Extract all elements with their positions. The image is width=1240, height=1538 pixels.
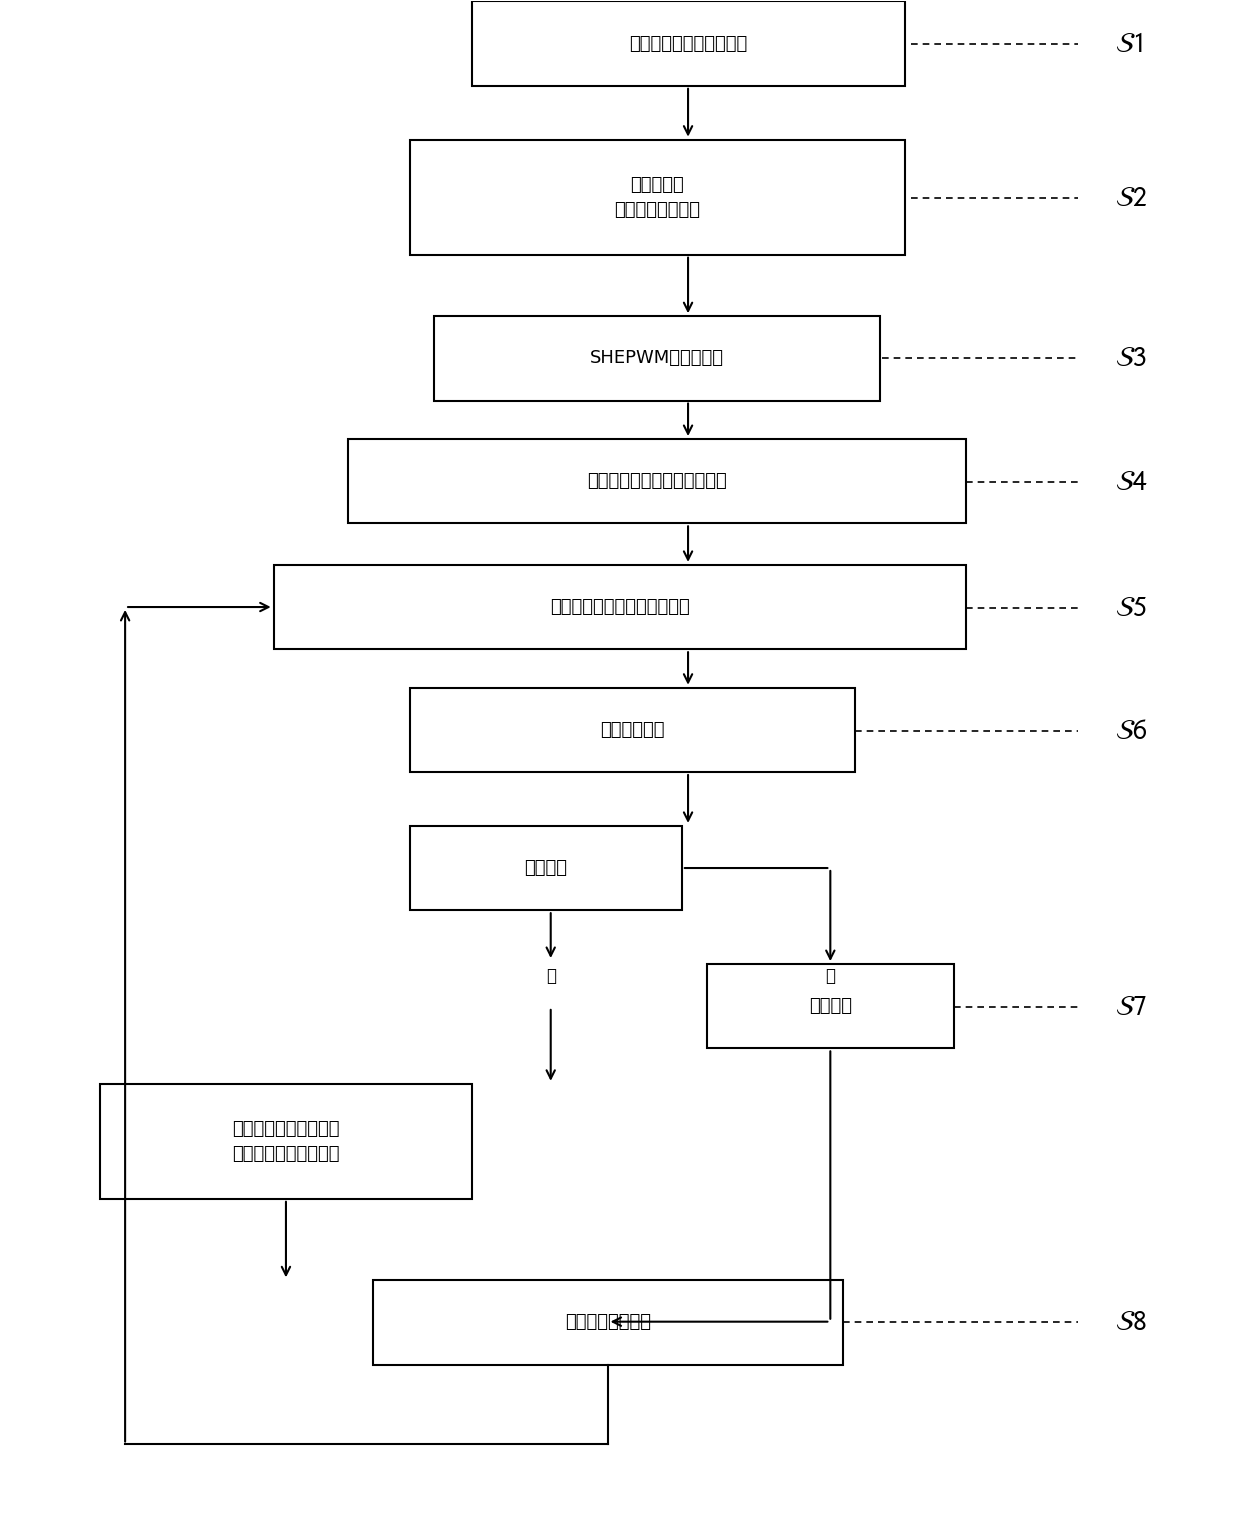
Text: SHEPWM输出矢量化: SHEPWM输出矢量化 [590, 349, 724, 368]
FancyBboxPatch shape [274, 564, 966, 649]
Text: $\mathcal{S8}$: $\mathcal{S8}$ [1115, 1307, 1147, 1335]
FancyBboxPatch shape [471, 2, 904, 86]
Text: 否: 否 [826, 967, 836, 986]
FancyBboxPatch shape [347, 438, 966, 523]
Text: $\mathcal{S1}$: $\mathcal{S1}$ [1115, 29, 1143, 57]
Text: 正小矢量: 正小矢量 [525, 860, 567, 877]
Text: 求解开关角
绘制三相输出波形: 求解开关角 绘制三相输出波形 [614, 175, 701, 218]
FancyBboxPatch shape [409, 140, 904, 255]
FancyBboxPatch shape [409, 687, 856, 772]
Text: $\mathcal{S6}$: $\mathcal{S6}$ [1115, 717, 1147, 744]
Text: 是: 是 [546, 967, 556, 986]
Text: 矢量类型判断: 矢量类型判断 [600, 721, 665, 738]
FancyBboxPatch shape [434, 317, 880, 400]
Text: 计算输出矢量变化和作用区间: 计算输出矢量变化和作用区间 [588, 472, 727, 491]
Text: 进入下一个时间段: 进入下一个时间段 [564, 1313, 651, 1332]
Text: 照常输出: 照常输出 [808, 997, 852, 1015]
Text: 确定开关角数量和调制度: 确定开关角数量和调制度 [629, 35, 748, 52]
Text: $\mathcal{S5}$: $\mathcal{S5}$ [1115, 594, 1147, 621]
Text: $\mathcal{S2}$: $\mathcal{S2}$ [1115, 185, 1147, 212]
Text: 切换为与该矢量同一位
置与之成对的负小矢量: 切换为与该矢量同一位 置与之成对的负小矢量 [232, 1120, 340, 1163]
Text: $\mathcal{S4}$: $\mathcal{S4}$ [1115, 468, 1148, 495]
Text: $\mathcal{S7}$: $\mathcal{S7}$ [1115, 994, 1147, 1021]
FancyBboxPatch shape [100, 1084, 471, 1198]
Text: 确定当前时间段三相输出矢量: 确定当前时间段三相输出矢量 [551, 598, 689, 617]
FancyBboxPatch shape [409, 826, 682, 910]
Text: $\mathcal{S3}$: $\mathcal{S3}$ [1115, 343, 1147, 372]
FancyBboxPatch shape [372, 1280, 843, 1364]
FancyBboxPatch shape [707, 964, 954, 1049]
